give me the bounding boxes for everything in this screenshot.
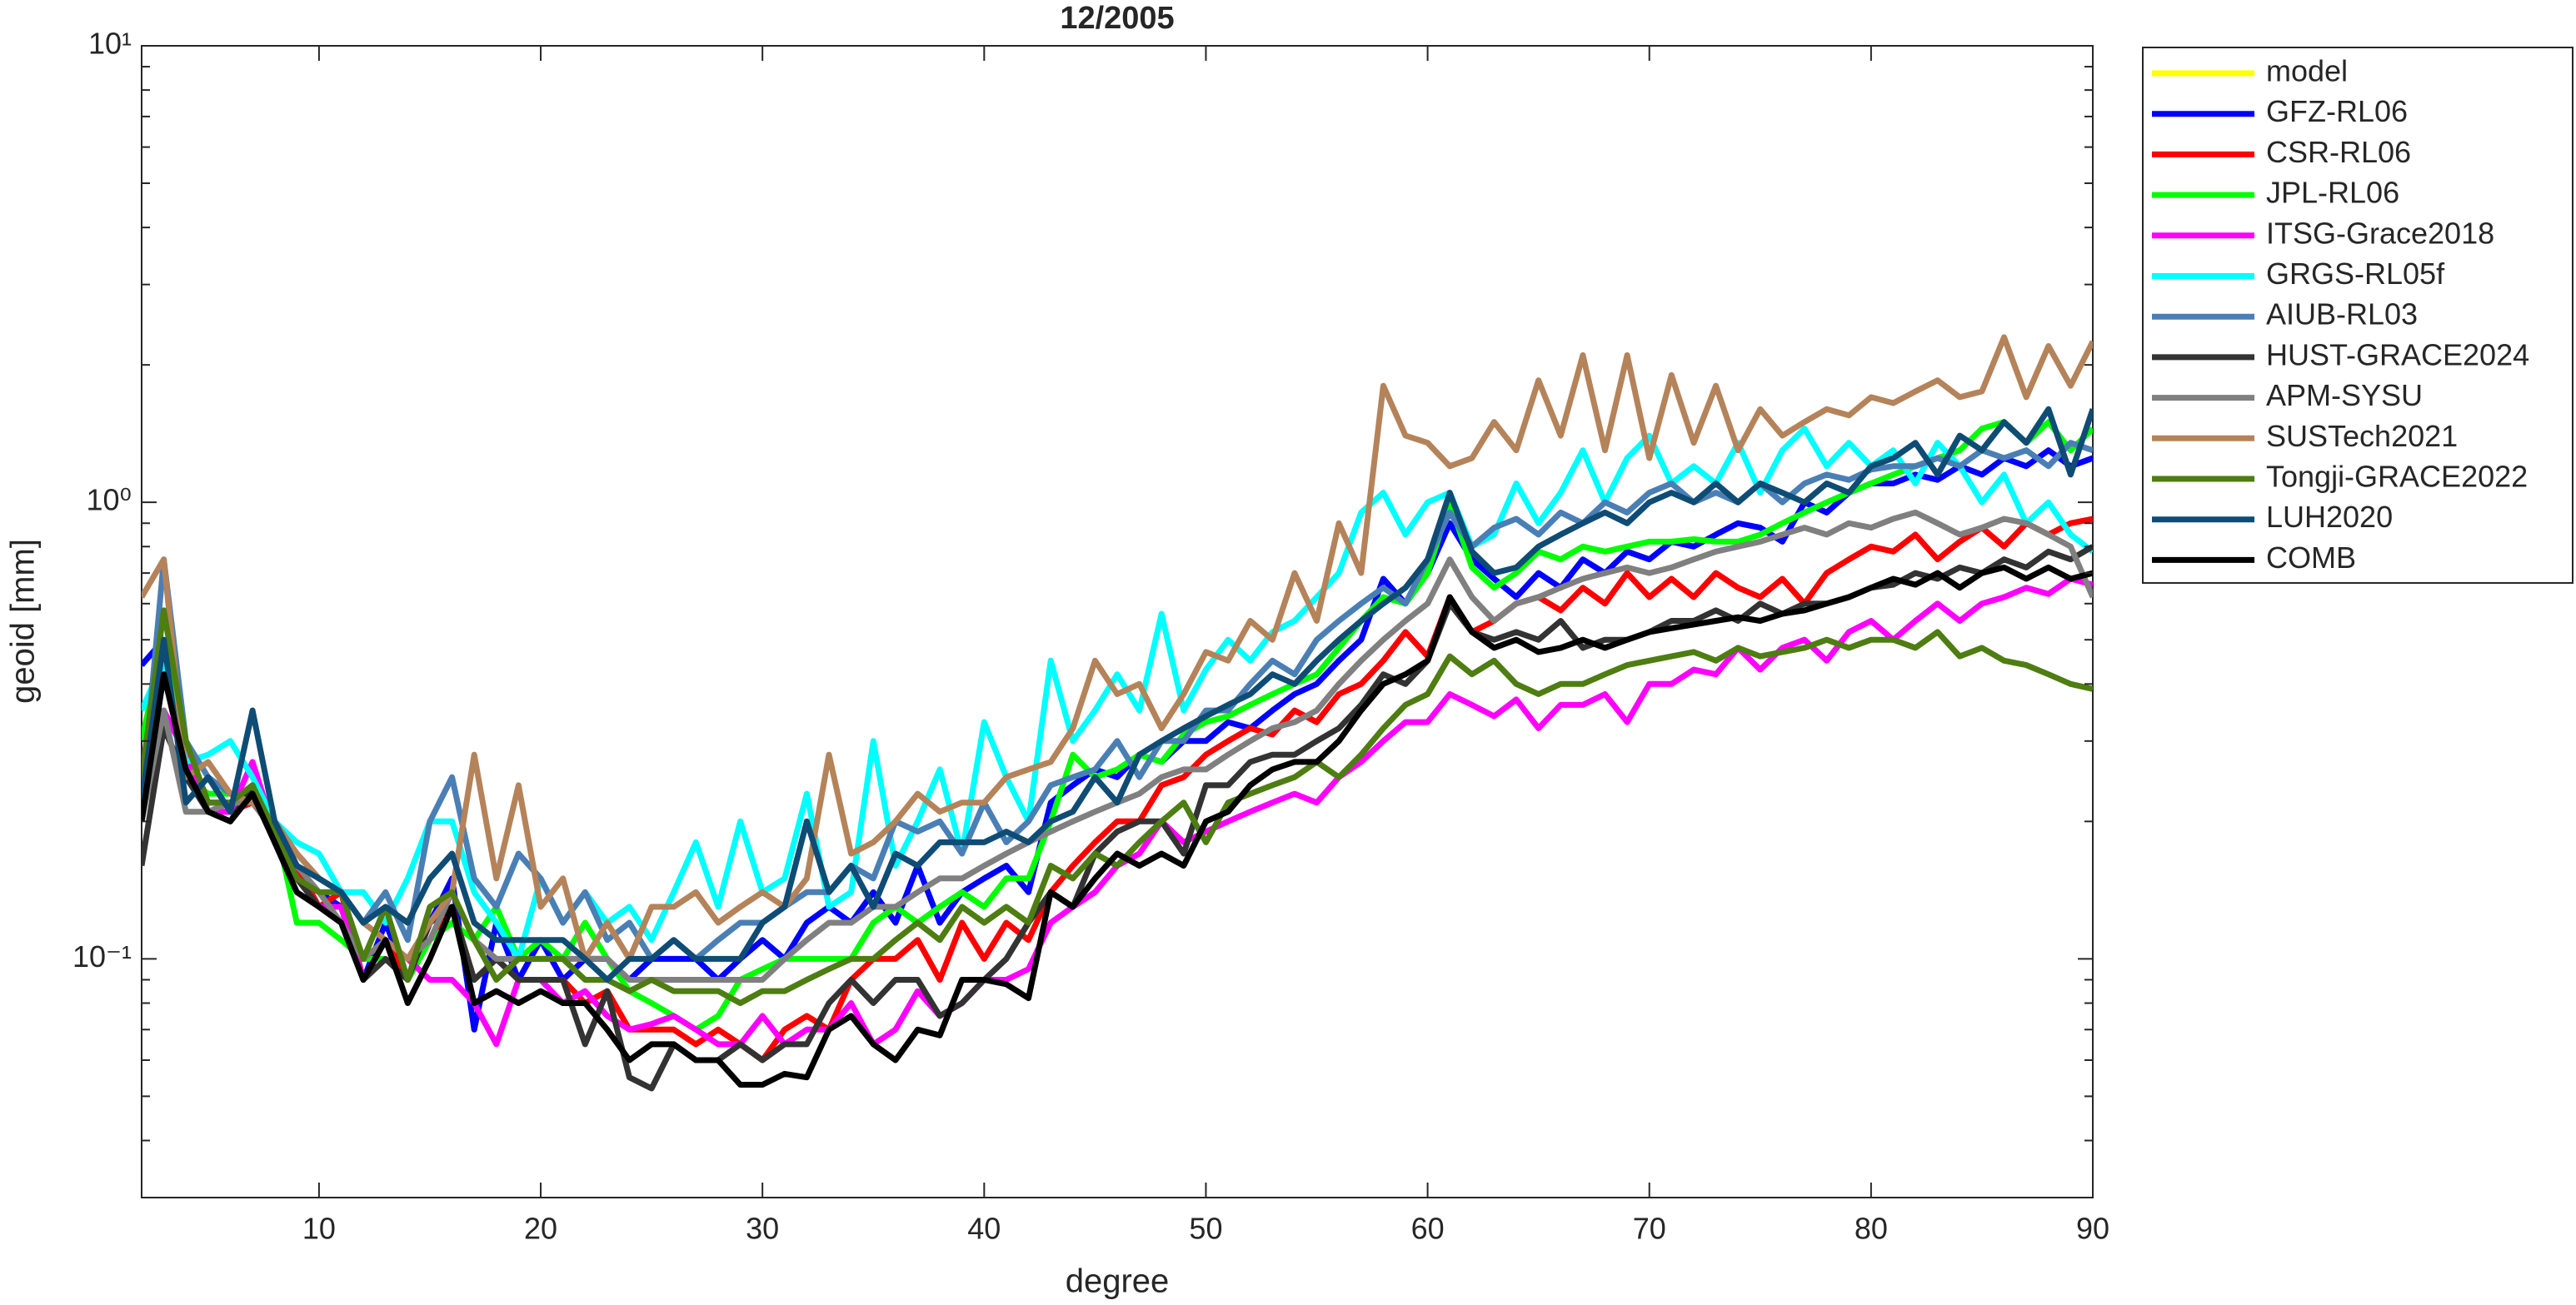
series-line <box>142 607 2093 1006</box>
chart-title: 12/2005 <box>1060 1 1174 36</box>
series-line <box>142 426 2093 962</box>
legend-label: LUH2020 <box>2266 500 2393 534</box>
legend-label: GFZ-RL06 <box>2266 94 2408 128</box>
legend-label: AIUB-RL03 <box>2266 297 2418 331</box>
legend-label: JPL-RL06 <box>2266 176 2399 210</box>
x-tick-label: 60 <box>1411 1212 1445 1246</box>
legend-label: CSR-RL06 <box>2266 135 2411 169</box>
series-line <box>142 406 2093 983</box>
x-tick-label: 80 <box>1855 1212 1888 1246</box>
y-tick-label: 10¹ <box>88 27 132 61</box>
series-line <box>142 334 2093 962</box>
x-axis-label: degree <box>1066 1263 1170 1300</box>
y-tick-label: 10⁰ <box>87 483 132 517</box>
legend-label: Tongji-GRACE2022 <box>2266 460 2528 494</box>
legend-label: SUSTech2021 <box>2266 419 2458 453</box>
series-line <box>142 564 2093 1088</box>
series-line <box>142 419 2093 1033</box>
legend-label: GRGS-RL05f <box>2266 257 2445 291</box>
legend-label: ITSG-Grace2018 <box>2266 216 2494 250</box>
x-tick-label: 20 <box>524 1212 557 1246</box>
x-tick-label: 70 <box>1633 1212 1666 1246</box>
x-tick-label: 90 <box>2076 1212 2109 1246</box>
legend-label: model <box>2266 54 2348 88</box>
legend-label: APM-SYSU <box>2266 378 2423 412</box>
series-line <box>142 544 2093 1092</box>
x-tick-label: 10 <box>302 1212 336 1246</box>
plot-frame <box>141 45 2094 1198</box>
x-tick-label: 40 <box>967 1212 1001 1246</box>
x-tick-label: 30 <box>746 1212 779 1246</box>
y-tick-label: 10⁻¹ <box>72 939 132 974</box>
lines <box>142 334 2093 1092</box>
legend-label: COMB <box>2266 540 2356 575</box>
legend-label: HUST-GRACE2024 <box>2266 337 2529 371</box>
y-axis-label: geoid [mm] <box>5 539 42 704</box>
series-line <box>142 440 2093 962</box>
x-tick-label: 50 <box>1189 1212 1222 1246</box>
